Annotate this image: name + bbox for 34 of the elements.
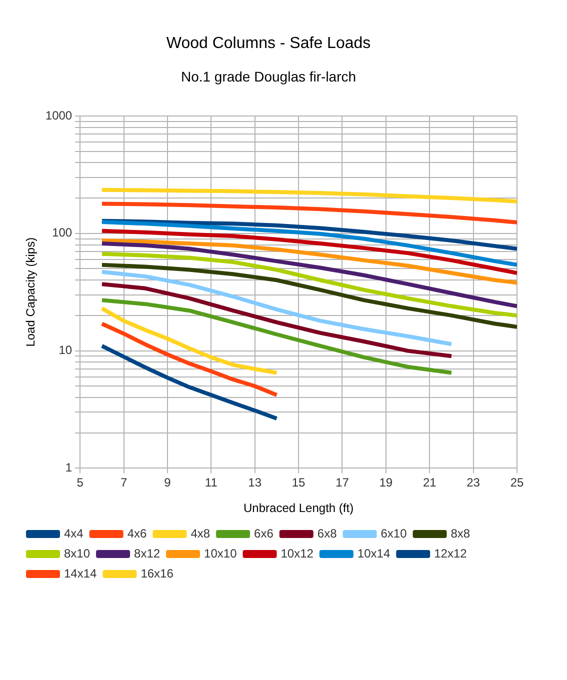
x-tick-label: 23 <box>466 476 480 490</box>
chart-title: Wood Columns - Safe Loads <box>166 35 371 52</box>
legend-label: 10x12 <box>280 546 314 560</box>
x-tick-label: 17 <box>336 476 350 490</box>
x-tick-label: 5 <box>76 476 84 490</box>
legend-label: 6x6 <box>254 526 274 540</box>
legend-label: 4x6 <box>127 526 148 540</box>
x-tick-label: 21 <box>422 476 437 490</box>
x-tick-label: 13 <box>248 476 262 490</box>
legend-label: 8x12 <box>134 546 160 560</box>
legend-label: 6x10 <box>380 526 408 540</box>
legend-label: 10x10 <box>204 546 238 560</box>
x-axis-title: Unbraced Length (ft) <box>244 501 354 516</box>
x-tick-label: 11 <box>204 476 218 490</box>
legend-label: 16x16 <box>140 566 174 580</box>
legend-label: 8x10 <box>64 546 90 560</box>
y-tick-label: 10 <box>58 343 72 358</box>
legend-label: 4x4 <box>64 526 84 540</box>
legend-label: 4x8 <box>190 526 210 540</box>
chart-subtitle: No.1 grade Douglas fir-larch <box>180 68 356 84</box>
y-tick-label: 100 <box>52 226 72 240</box>
x-tick-label: 7 <box>120 476 128 490</box>
legend-label: 12x12 <box>434 546 468 560</box>
legend-label: 6x8 <box>317 526 338 540</box>
x-tick-label: 9 <box>164 476 172 490</box>
legend-label: 14x14 <box>64 566 98 580</box>
y-axis-title: Load Capacity (kips) <box>24 237 38 347</box>
legend-label: 10x14 <box>357 546 390 560</box>
x-tick-label: 19 <box>379 476 393 490</box>
x-tick-label: 15 <box>292 476 306 490</box>
legend-label: 8x8 <box>450 526 470 540</box>
x-tick-label: 25 <box>510 476 524 490</box>
y-tick-label: 1 <box>65 460 72 475</box>
y-tick-label: 1000 <box>45 108 72 122</box>
